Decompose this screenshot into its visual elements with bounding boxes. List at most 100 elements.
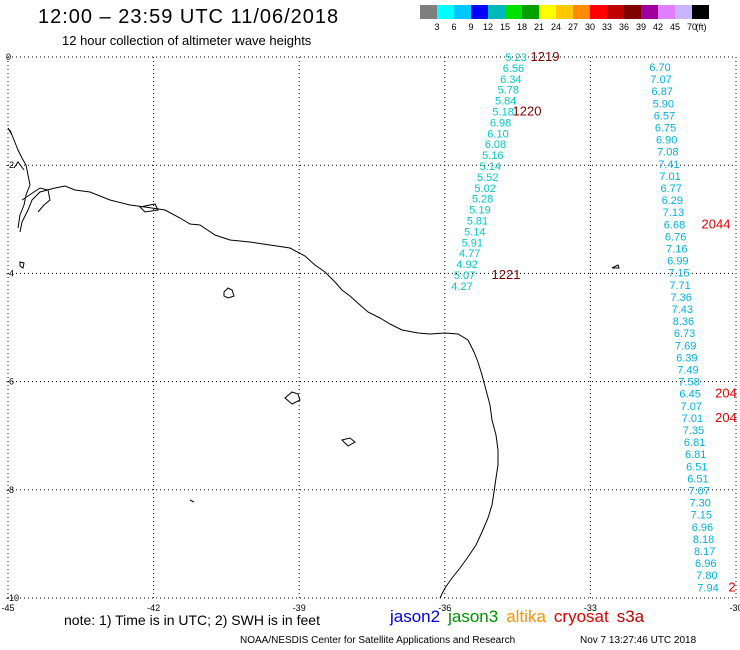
wave-height-value: 6.34 [500, 74, 521, 86]
x-tick-label: -36 [438, 603, 451, 613]
wave-height-value: 7.49 [677, 365, 698, 377]
colorbar-cell [590, 5, 607, 19]
wave-height-value: 6.51 [687, 473, 708, 485]
island-6 [19, 261, 25, 269]
colorbar-cell [454, 5, 471, 19]
wave-height-value: 6.77 [660, 183, 681, 195]
island-7 [189, 499, 195, 503]
wave-height-value: 7.15 [668, 268, 689, 280]
wave-height-value: 6.76 [665, 231, 686, 243]
wave-height-value: 6.29 [662, 195, 683, 207]
colorbar-label: 6 [451, 22, 457, 32]
wave-height-value: 6.68 [664, 219, 685, 231]
island-1 [223, 287, 235, 299]
y-tick-label: -6 [6, 377, 14, 387]
wave-height-value: 6.90 [656, 135, 677, 147]
wave-height-value: 6.81 [685, 449, 706, 461]
y-tick-label: 0 [6, 52, 11, 62]
track-time-label: 1221 [492, 267, 521, 282]
colorbar-label: 42 [652, 22, 664, 32]
y-tick-label: -10 [6, 593, 19, 603]
x-tick-label: -39 [293, 603, 306, 613]
track-time-label: 1220 [513, 104, 542, 119]
island-2 [284, 391, 301, 405]
wave-height-value: 5.90 [653, 98, 674, 110]
y-tick-label: -4 [6, 268, 14, 278]
wave-height-value: 7.71 [669, 280, 690, 292]
wave-height-value: 5.23 [505, 52, 526, 64]
legend-entry-altika: altika [506, 607, 546, 626]
colorbar-cell [607, 5, 624, 19]
y-tick-label: -8 [6, 485, 14, 495]
map-ticks: -45 -42 -39 -36 -33 -30 0 -2 -4 -6 -8 -10 [1, 52, 740, 613]
wave-height-value: 7.35 [683, 425, 704, 437]
colorbar-cell [556, 5, 573, 19]
colorbar-label: 9 [468, 22, 474, 32]
colorbar-cell [658, 5, 675, 19]
wave-height-value: 6.56 [503, 63, 524, 75]
wave-height-value: 8.18 [693, 534, 714, 546]
colorbar-cell [641, 5, 658, 19]
wave-height-value: 7.94 [697, 582, 718, 594]
wave-height-value: 8.36 [673, 316, 694, 328]
wave-height-value: 5.19 [469, 205, 490, 217]
wave-height-value: 7.07 [688, 486, 709, 498]
wave-height-colorbar: 3 6 9 12 15 18 21 24 27 30 33 36 39 42 45 70 (ft) [420, 5, 709, 33]
coastline-north [7, 127, 51, 229]
wave-height-value: 7.41 [658, 159, 679, 171]
track-time-label: 204 [715, 386, 737, 401]
wave-height-value: 5.18 [492, 107, 513, 119]
track-time-label: 204 [715, 410, 737, 425]
track-time-label: 2 [728, 579, 735, 594]
colorbar-label: 30 [584, 22, 596, 32]
wave-height-value: 6.10 [487, 128, 508, 140]
colorbar-labels: 3 6 9 12 15 18 21 24 27 30 33 36 39 42 45 70 (ft) [420, 19, 709, 33]
colorbar-cell [505, 5, 522, 19]
coastline-path [19, 185, 499, 599]
wave-height-value: 5.52 [477, 172, 498, 184]
x-tick-label: -33 [584, 603, 597, 613]
colorbar-cell [488, 5, 505, 19]
colorbar-cell [539, 5, 556, 19]
wave-height-value: 7.13 [663, 207, 684, 219]
credit-line: NOAA/NESDIS Center for Satellite Applica… [240, 635, 516, 646]
colorbar-cell [420, 5, 437, 19]
wave-height-value: 6.98 [490, 117, 511, 129]
colorbar-label: (ft) [695, 22, 707, 32]
coastline [7, 127, 620, 599]
colorbar-label: 12 [482, 22, 494, 32]
wave-height-value: 5.16 [482, 150, 503, 162]
wave-height-value: 5.78 [498, 85, 519, 97]
wave-height-value: 7.07 [681, 401, 702, 413]
wave-height-value: 7.01 [659, 171, 680, 183]
island-5 [611, 264, 620, 269]
colorbar-label: 18 [516, 22, 528, 32]
wave-height-value: 7.43 [672, 304, 693, 316]
generation-timestamp: Nov 7 13:27:46 UTC 2018 [580, 635, 697, 646]
satellite-legend: jason2 jason3 altika cryosat s3a [390, 607, 652, 627]
wave-height-value: 5.14 [480, 161, 501, 173]
colorbar-label: 27 [567, 22, 579, 32]
track-time-label: 1219 [531, 49, 560, 64]
wave-height-value: 6.73 [674, 328, 695, 340]
wave-height-value: 4.92 [456, 259, 477, 271]
island-4 [138, 203, 159, 213]
wave-height-value: 6.87 [652, 86, 673, 98]
wave-height-value: 4.77 [459, 248, 480, 260]
wave-height-value: 6.96 [692, 522, 713, 534]
legend-entry-jason3: jason3 [448, 607, 499, 626]
wave-height-value: 6.39 [676, 352, 697, 364]
wave-height-value: 5.91 [462, 237, 483, 249]
y-tick-label: -2 [6, 160, 14, 170]
altimeter-tracks: 5.236.566.345.785.845.186.986.106.085.16… [451, 49, 737, 594]
x-tick-label: -42 [147, 603, 160, 613]
colorbar-label: 36 [618, 22, 630, 32]
wave-height-value: 5.02 [474, 183, 495, 195]
wave-height-value: 6.81 [684, 437, 705, 449]
wave-height-value: 7.58 [678, 377, 699, 389]
colorbar-cell [624, 5, 641, 19]
colorbar-label: 15 [499, 22, 511, 32]
units-note: note: 1) Time is in UTC; 2) SWH is in fe… [64, 612, 320, 628]
colorbar-label: 39 [635, 22, 647, 32]
wave-height-value: 7.01 [682, 413, 703, 425]
